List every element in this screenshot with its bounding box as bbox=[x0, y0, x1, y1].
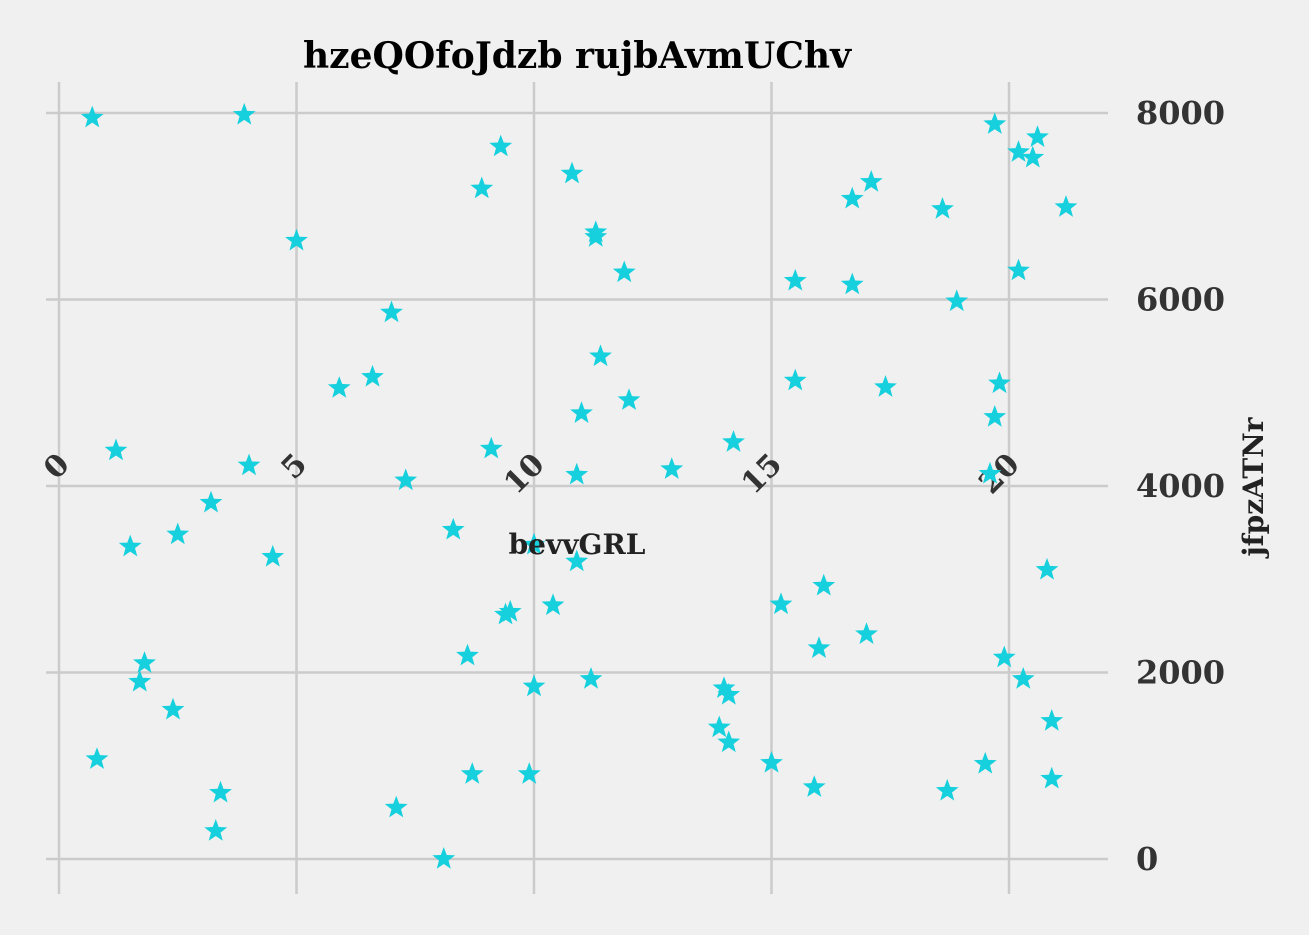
x-tick-label: 5 bbox=[275, 447, 315, 487]
data-point-star bbox=[199, 490, 223, 513]
data-point-star bbox=[1026, 125, 1049, 147]
data-point-star bbox=[209, 780, 232, 803]
data-point-star bbox=[859, 170, 883, 192]
data-point-star bbox=[441, 517, 465, 540]
data-point-star bbox=[118, 534, 142, 557]
data-point-star bbox=[133, 651, 156, 673]
y-axis-label: jfpzATNr bbox=[1237, 416, 1270, 559]
data-point-star bbox=[973, 751, 997, 774]
data-point-star bbox=[522, 674, 546, 697]
data-point-star bbox=[988, 371, 1011, 394]
data-point-star bbox=[489, 134, 513, 157]
data-point-star bbox=[394, 468, 418, 491]
data-point-star bbox=[812, 573, 836, 596]
data-point-star bbox=[470, 176, 494, 199]
data-point-star bbox=[1021, 145, 1045, 168]
y-tick-label: 2000 bbox=[1136, 654, 1225, 692]
data-point-star bbox=[204, 819, 228, 841]
data-point-star bbox=[722, 430, 745, 452]
x-axis-label: bevvGRL bbox=[509, 528, 646, 561]
data-point-star bbox=[612, 260, 636, 283]
chart-title: hzeQOfoJdzb rujbAvmUChv bbox=[303, 35, 852, 77]
y-tick-label: 0 bbox=[1136, 840, 1158, 878]
data-point-star bbox=[128, 669, 152, 692]
data-point-star bbox=[840, 186, 864, 209]
data-point-star bbox=[840, 272, 864, 295]
data-points bbox=[80, 102, 1078, 869]
data-point-star bbox=[570, 401, 593, 423]
data-point-star bbox=[522, 532, 546, 555]
data-point-star bbox=[460, 762, 484, 784]
data-point-star bbox=[1007, 140, 1030, 162]
data-point-star bbox=[1054, 195, 1078, 217]
data-point-star bbox=[327, 376, 351, 398]
data-point-star bbox=[432, 847, 456, 869]
data-point-star bbox=[712, 676, 736, 699]
data-point-star bbox=[807, 636, 831, 658]
data-point-star bbox=[232, 102, 256, 125]
data-point-star bbox=[1035, 557, 1059, 580]
data-point-star bbox=[584, 225, 608, 247]
x-tick-labels: 0 5 10 15 20 bbox=[37, 447, 1027, 501]
data-point-star bbox=[1040, 708, 1064, 731]
data-point-star bbox=[380, 300, 403, 323]
data-point-star bbox=[874, 375, 897, 397]
data-point-star bbox=[541, 593, 565, 616]
data-point-star bbox=[104, 438, 128, 461]
data-point-star bbox=[983, 405, 1007, 427]
data-point-star bbox=[717, 730, 741, 753]
data-point-star bbox=[978, 461, 1002, 484]
data-point-star bbox=[1011, 667, 1035, 689]
data-point-star bbox=[166, 522, 190, 545]
data-point-star bbox=[80, 105, 104, 128]
data-point-star bbox=[935, 778, 959, 801]
data-point-star bbox=[1007, 258, 1030, 281]
x-tick-label: 0 bbox=[37, 447, 77, 487]
data-point-star bbox=[855, 622, 878, 644]
data-point-star bbox=[498, 599, 522, 622]
data-point-star bbox=[945, 289, 969, 312]
data-point-star bbox=[565, 549, 589, 572]
data-point-star bbox=[285, 228, 308, 251]
y-tick-label: 6000 bbox=[1136, 281, 1225, 319]
data-point-star bbox=[479, 436, 503, 459]
y-tick-labels: 0 2000 4000 6000 8000 bbox=[1136, 94, 1225, 878]
data-point-star bbox=[456, 643, 479, 666]
data-point-star bbox=[707, 715, 731, 738]
data-point-star bbox=[992, 645, 1016, 668]
data-point-star bbox=[931, 197, 954, 219]
data-point-star bbox=[660, 457, 684, 479]
grid-lines bbox=[46, 82, 1108, 894]
data-point-star bbox=[161, 697, 185, 720]
data-point-star bbox=[579, 667, 603, 689]
data-point-star bbox=[261, 544, 285, 567]
data-point-star bbox=[565, 462, 589, 485]
data-point-star bbox=[237, 453, 261, 476]
data-point-star bbox=[760, 750, 783, 773]
data-point-star bbox=[85, 747, 109, 769]
x-tick-label: 15 bbox=[735, 447, 789, 501]
data-point-star bbox=[802, 775, 826, 797]
data-point-star bbox=[769, 592, 793, 615]
data-point-star bbox=[589, 344, 612, 367]
data-point-star bbox=[983, 112, 1007, 134]
x-tick-label: 20 bbox=[972, 447, 1026, 501]
y-tick-label: 4000 bbox=[1136, 467, 1225, 505]
data-point-star bbox=[361, 364, 384, 387]
y-tick-label: 8000 bbox=[1136, 94, 1225, 132]
data-point-star bbox=[783, 268, 807, 291]
data-point-star bbox=[717, 682, 741, 705]
data-point-star bbox=[783, 368, 807, 391]
data-point-star bbox=[1040, 766, 1064, 789]
data-point-star bbox=[560, 161, 584, 184]
x-tick-label: 10 bbox=[497, 447, 551, 501]
data-point-star bbox=[384, 795, 408, 818]
data-point-star bbox=[617, 388, 641, 410]
data-point-star bbox=[517, 762, 541, 784]
